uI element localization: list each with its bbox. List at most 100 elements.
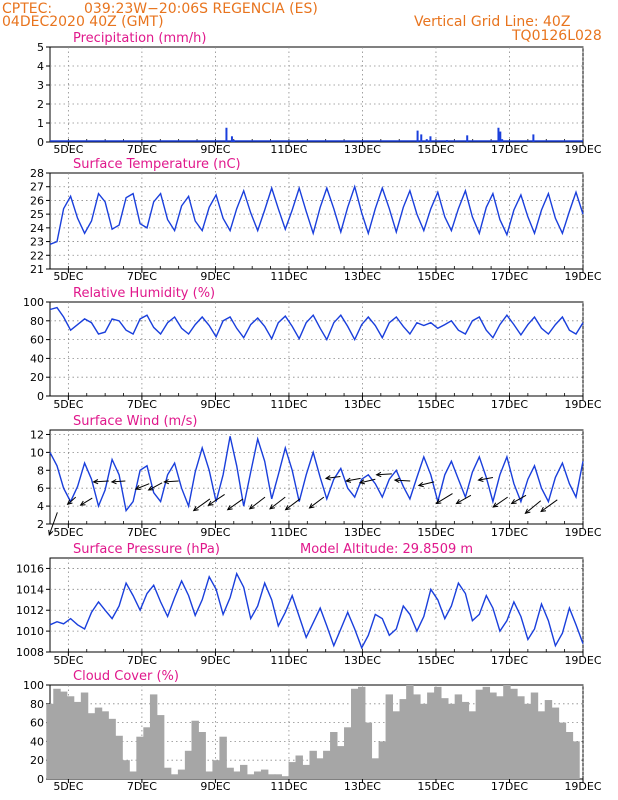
wind-vector (394, 479, 411, 482)
cloud-bar (246, 774, 255, 779)
panel-annotation: Model Altitude: 29.8509 m (300, 542, 473, 557)
x-tick-label: 13DEC (344, 780, 381, 793)
cloud-bar (510, 688, 518, 779)
series-line (49, 571, 584, 650)
panel-frame (49, 172, 584, 270)
cloud-bar (143, 727, 151, 779)
cloud-bar (136, 736, 144, 779)
wind-arrowhead (48, 529, 54, 536)
x-tick-label: 15DEC (417, 780, 454, 793)
cloud-bar (267, 774, 276, 779)
cloud-bar (434, 686, 442, 779)
wind-vector (309, 496, 325, 509)
wind-arrowhead (248, 504, 255, 510)
series-line (49, 184, 584, 245)
panel-2 (46, 301, 584, 400)
cloud-bar (351, 688, 359, 779)
panel-title: Surface Wind (m/s) (73, 414, 197, 429)
x-tick-label: 9DEC (200, 654, 230, 667)
panel-title: Precipitation (mm/h) (73, 31, 206, 46)
wind-vector (418, 481, 435, 487)
panel-3 (46, 429, 584, 528)
y-tick-label: 1016 (16, 562, 44, 575)
panel-frame (49, 46, 584, 143)
x-tick-label: 19DEC (564, 143, 601, 156)
cloud-bar (482, 686, 491, 779)
y-tick-label: 0 (37, 390, 44, 403)
wind-arrowhead (308, 503, 315, 509)
x-tick-label: 11DEC (270, 654, 307, 667)
cloud-bar (309, 750, 317, 779)
wind-vector (227, 498, 244, 511)
cloud-bar (572, 741, 580, 779)
cloud-bar (406, 685, 414, 779)
cloud-bar (544, 700, 553, 779)
x-tick-label: 7DEC (127, 143, 157, 156)
wind-arrowhead (358, 479, 366, 485)
cloud-bar (233, 771, 241, 779)
wind-vector (269, 496, 286, 510)
wind-arrowhead (269, 504, 275, 510)
wind-vector (135, 483, 150, 490)
y-tick-label: 0 (37, 136, 44, 149)
wind-arrowhead (455, 499, 462, 505)
wind-arrowhead (79, 500, 86, 506)
cloud-bar (565, 732, 574, 779)
wind-vector (436, 493, 453, 504)
precip-bar (532, 134, 535, 142)
cloud-bar (219, 736, 227, 779)
wind-arrowhead (147, 485, 154, 491)
header-location: 039:23W−20:06S REGENCIA (ES) (84, 1, 318, 17)
x-tick-label: 15DEC (417, 398, 454, 411)
cloud-bar (551, 707, 560, 779)
header-source: CPTEC: (2, 1, 53, 17)
x-tick-label: 7DEC (127, 270, 157, 283)
wind-vector (511, 494, 527, 504)
wind-vector (492, 496, 508, 508)
cloud-bar (524, 703, 532, 779)
wind-vector (456, 494, 472, 504)
x-tick-label: 7DEC (127, 398, 157, 411)
wind-vector (208, 494, 225, 506)
cloud-bar (447, 703, 456, 779)
cloud-bar (385, 694, 393, 779)
cloud-bar (101, 711, 109, 779)
wind-arrowhead (417, 482, 424, 488)
panel-5 (46, 684, 584, 783)
wind-arrowhead (345, 477, 352, 483)
wind-vector (148, 482, 163, 491)
y-tick-label: 4 (37, 500, 44, 513)
header-grid-note: Vertical Grid Line: 40Z (414, 14, 571, 30)
cloud-bar (517, 696, 525, 779)
cloud-bar (253, 771, 262, 779)
x-tick-label: 11DEC (270, 143, 307, 156)
cloud-bar (66, 696, 75, 779)
x-tick-label: 17DEC (491, 398, 528, 411)
x-tick-label: 13DEC (344, 143, 381, 156)
wind-vector (67, 496, 77, 505)
x-tick-label: 19DEC (564, 398, 601, 411)
cloud-bar (427, 692, 435, 779)
cloud-bar (364, 722, 373, 779)
cloud-bar (420, 703, 428, 779)
panel-frame (49, 301, 584, 397)
y-tick-label: 40 (30, 352, 44, 365)
cloud-bar (468, 711, 477, 779)
x-tick-label: 15DEC (417, 654, 454, 667)
wind-arrowhead (92, 479, 99, 485)
cloud-bar (177, 769, 186, 779)
x-tick-label: 17DEC (491, 270, 528, 283)
cloud-bar (413, 694, 421, 779)
wind-arrowhead (134, 485, 141, 490)
y-tick-label: 1008 (16, 646, 44, 659)
cloud-bar (475, 689, 484, 779)
y-tick-label: 5 (37, 41, 44, 54)
panel-title: Relative Humidity (%) (73, 286, 215, 301)
y-tick-label: 10 (30, 446, 44, 459)
y-tick-label: 28 (30, 167, 44, 180)
x-tick-label: 7DEC (127, 526, 157, 539)
panel-frame (49, 557, 584, 653)
wind-arrowhead (192, 505, 199, 512)
precip-bar (466, 135, 469, 142)
cloud-bar (80, 692, 89, 779)
